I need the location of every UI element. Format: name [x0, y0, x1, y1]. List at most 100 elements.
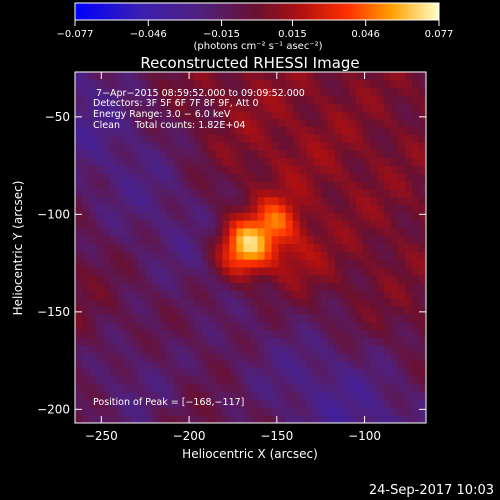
heatmap-cell [96, 384, 104, 393]
heatmap-cell [320, 384, 329, 393]
heatmap-cell [348, 267, 357, 276]
heatmap-cell [313, 134, 322, 143]
heatmap-cell [418, 173, 426, 182]
heatmap-cell [369, 103, 378, 112]
heatmap-cell [299, 79, 308, 89]
heatmap-cell [299, 259, 308, 268]
heatmap-cell [75, 134, 83, 143]
heatmap-cell [201, 181, 209, 190]
heatmap-cell [376, 235, 385, 245]
heatmap-cell [194, 95, 202, 104]
heatmap-cell [201, 259, 209, 268]
heatmap-cell [334, 376, 343, 385]
heatmap-cell [390, 181, 399, 190]
heatmap-cell [334, 142, 343, 151]
heatmap-cell [145, 157, 153, 167]
heatmap-cell [418, 298, 426, 307]
heatmap-cell [138, 399, 146, 408]
heatmap-cell [250, 399, 259, 408]
heatmap-cell [222, 79, 230, 89]
heatmap-cell [285, 243, 294, 252]
heatmap-cell [131, 345, 139, 354]
heatmap-cell [243, 384, 251, 393]
heatmap-cell [257, 212, 266, 221]
footer-timestamp: 24-Sep-2017 10:03 [369, 483, 494, 498]
heatmap-cell [271, 415, 280, 423]
heatmap-cell [82, 407, 90, 416]
heatmap-cell [264, 259, 273, 268]
heatmap-cell [166, 118, 174, 128]
heatmap-cell [257, 196, 266, 206]
heatmap-cell [194, 352, 202, 362]
heatmap-cell [299, 142, 308, 151]
heatmap-cell [222, 352, 230, 362]
heatmap-cell [229, 415, 237, 423]
heatmap-cell [327, 134, 336, 143]
heatmap-cell [362, 165, 371, 174]
heatmap-cell [180, 251, 188, 260]
heatmap-cell [264, 267, 273, 276]
heatmap-cell [355, 321, 364, 330]
heatmap-cell [96, 274, 104, 284]
heatmap-cell [173, 282, 181, 291]
heatmap-cell [306, 204, 315, 213]
heatmap-cell [397, 329, 406, 338]
heatmap-cell [404, 87, 413, 96]
heatmap-cell [159, 134, 167, 143]
heatmap-cell [404, 204, 413, 213]
heatmap-cell [89, 329, 97, 338]
heatmap-cell [278, 126, 287, 135]
heatmap-cell [397, 345, 406, 354]
heatmap-cell [348, 181, 357, 190]
heatmap-cell [299, 313, 308, 323]
heatmap-cell [173, 321, 181, 330]
heatmap-cell [187, 313, 195, 323]
heatmap-cell [383, 306, 392, 315]
heatmap-cell [355, 165, 364, 174]
heatmap-cell [341, 368, 350, 377]
heatmap-cell [187, 368, 195, 377]
heatmap-cell [390, 134, 399, 143]
heatmap-cell [110, 329, 118, 338]
heatmap-cell [334, 150, 343, 159]
heatmap-cell [418, 274, 426, 284]
heatmap-cell [103, 72, 111, 81]
heatmap-cell [299, 407, 308, 416]
heatmap-cell [180, 298, 188, 307]
heatmap-cell [75, 204, 83, 213]
heatmap-cell [397, 173, 406, 182]
heatmap-cell [236, 220, 244, 229]
heatmap-cell [152, 204, 160, 213]
heatmap-cell [124, 259, 132, 268]
heatmap-cell [250, 376, 259, 385]
heatmap-cell [215, 72, 223, 81]
heatmap-cell [292, 181, 301, 190]
heatmap-cell [348, 290, 357, 299]
heatmap-cell [306, 220, 315, 229]
heatmap-cell [285, 150, 294, 159]
heatmap-cell [404, 220, 413, 229]
heatmap-cell [159, 189, 167, 198]
heatmap-cell [299, 267, 308, 276]
heatmap-cell [103, 87, 111, 96]
heatmap-cell [96, 189, 104, 198]
heatmap-cell [320, 259, 329, 268]
heatmap-cell [313, 79, 322, 89]
heatmap-cell [208, 134, 216, 143]
heatmap-cell [89, 228, 97, 237]
heatmap-cell [131, 306, 139, 315]
heatmap-cell [187, 407, 195, 416]
heatmap-cell [145, 274, 153, 284]
heatmap-cell [215, 415, 223, 423]
heatmap-cell [222, 95, 230, 104]
heatmap-cell [362, 150, 371, 159]
heatmap-cell [264, 157, 273, 167]
heatmap-cell [243, 345, 251, 354]
heatmap-cell [103, 282, 111, 291]
heatmap-cell [103, 165, 111, 174]
heatmap-cell [369, 150, 378, 159]
heatmap-cell [103, 251, 111, 260]
heatmap-cell [229, 196, 237, 206]
heatmap-cell [89, 306, 97, 315]
heatmap-cell [138, 173, 146, 182]
